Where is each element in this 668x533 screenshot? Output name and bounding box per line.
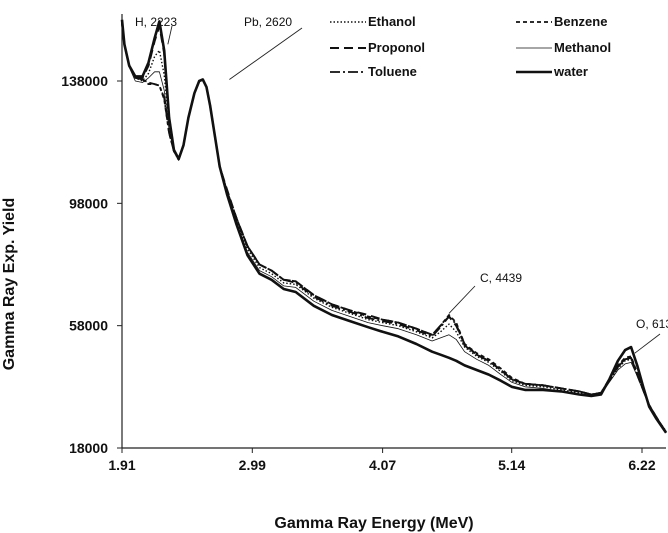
y-axis-ticks: 18000 58000 98000 138000 [61,73,122,456]
y-tick-label: 18000 [69,440,108,456]
series-layer [120,19,668,434]
axes [121,14,666,449]
y-tick-label: 98000 [69,195,108,211]
legend-label: Methanol [554,40,611,55]
legend: Ethanol Benzene Proponol Methanol Toluene wat… [330,14,611,79]
legend-label: Ethanol [368,14,416,29]
x-axis-ticks: 1.91 2.99 4.07 5.14 6.22 [108,448,656,473]
legend-label: Benzene [554,14,607,29]
annotation-label: Pb, 2620 [244,15,292,29]
series-line-methanol [121,22,667,432]
x-axis-title: Gamma Ray Energy (MeV) [274,515,473,532]
y-tick-label: 138000 [61,73,108,89]
series-line-toluene [121,22,667,434]
legend-label: water [553,64,588,79]
annotations: H, 2223 Pb, 2620 C, 4439 O, 6130 [135,15,668,354]
x-tick-label: 4.07 [369,457,396,473]
y-axis-title: Gamma Ray Exp. Yield [1,198,18,371]
legend-label: Proponol [368,40,425,55]
series-line-water [120,19,668,434]
x-tick-label: 2.99 [239,457,266,473]
legend-label: Toluene [368,64,417,79]
annotation-leader [448,285,476,314]
x-tick-label: 1.91 [108,457,135,473]
annotation-label: O, 6130 [636,317,668,331]
series-line-proponol [121,22,667,434]
annotation-label: H, 2223 [135,15,177,29]
x-tick-label: 5.14 [498,457,525,473]
series-line-ethanol [121,22,667,432]
annotation-label: C, 4439 [480,271,522,285]
annotation-leader [229,27,303,80]
annotation-leader [167,25,173,45]
x-tick-label: 6.22 [628,457,655,473]
annotation-leader [634,333,661,354]
series-line-benzene [121,22,667,434]
y-tick-label: 58000 [69,318,108,334]
